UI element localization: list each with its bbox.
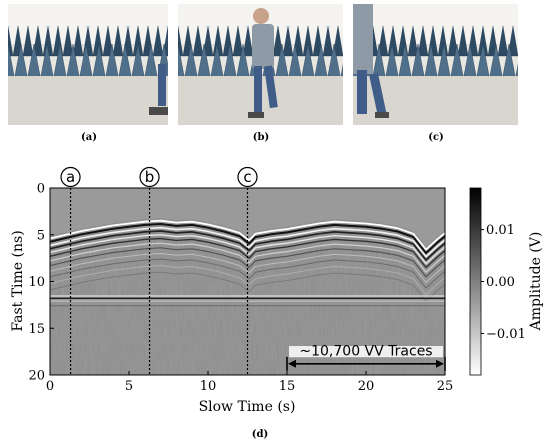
colorbar-tick-label: −0.01: [486, 327, 526, 342]
photo-b: [178, 4, 343, 125]
absorber-cone: [417, 25, 429, 57]
y-axis-title: Fast Time (ns): [10, 230, 26, 331]
x-tick-label: 15: [279, 379, 296, 394]
absorber-cone: [178, 25, 184, 57]
absorber-cone: [112, 25, 124, 57]
absorber-cone: [377, 25, 389, 57]
photo-b-image: [178, 4, 343, 125]
photo-a-label: (a): [81, 132, 97, 143]
absorber-cone: [22, 25, 34, 57]
reflection-band: [50, 247, 445, 278]
x-tick-label: 5: [125, 379, 133, 394]
reflection-band: [50, 253, 445, 283]
reflection-band: [50, 258, 445, 289]
absorber-cone: [447, 25, 459, 57]
colorbar: [469, 187, 482, 376]
colorbar-tick-label: 0.00: [486, 275, 515, 290]
marker-circle-b: [139, 166, 160, 188]
reflection-band: [50, 219, 445, 251]
reflection-band: [50, 242, 445, 273]
reflection-band: [50, 230, 445, 261]
absorber-cone: [232, 25, 244, 57]
panel-d-label: (d): [252, 429, 268, 440]
absorber-cone: [340, 63, 343, 79]
annotation-arrowhead-right: [436, 359, 444, 368]
colorbar-tick-label: 0.01: [486, 223, 515, 238]
time-markers: a b c: [60, 166, 258, 375]
reflection-band: [50, 237, 445, 269]
x-tick-label: 10: [200, 379, 217, 394]
reflection-band: [50, 226, 445, 258]
colorbar-ticks: 0.01 0.00 −0.01: [481, 223, 526, 342]
absorber-cone: [152, 25, 164, 57]
y-tick-label: 15: [28, 322, 45, 337]
x-axis-title: Slow Time (s): [199, 399, 296, 415]
x-tick-label: 0: [46, 379, 54, 394]
photo-a-image: [8, 4, 168, 125]
absorber-cone: [242, 25, 254, 57]
absorber-cone: [8, 25, 14, 57]
absorber-cone: [407, 25, 419, 57]
reflection-band: [50, 223, 445, 254]
x-axis: 0 5 10 15 20 25: [46, 371, 453, 394]
photo-c: [353, 4, 518, 125]
marker-circle-c: [237, 166, 258, 188]
marker-label-b: b: [145, 168, 155, 186]
radargram-figure: a b c ~10,700 VV Traces 0 5 10 15 20 25 0 5 10 15 2…: [10, 166, 544, 440]
absorber-cone: [192, 25, 204, 57]
absorber-cone: [8, 43, 15, 79]
absorber-cone: [282, 25, 294, 57]
absorber-cone: [457, 25, 469, 57]
marker-label-a: a: [66, 168, 75, 186]
y-tick-label: 5: [37, 228, 45, 243]
absorber-cone: [178, 43, 185, 79]
annotation-text: ~10,700 VV Traces: [299, 343, 432, 359]
absorber-cone: [332, 25, 343, 57]
photo-b-label: (b): [252, 132, 270, 143]
annotation-arrowhead-left: [288, 359, 296, 368]
absorber-cone: [497, 25, 509, 57]
y-axis: 0 5 10 15 20: [28, 182, 54, 384]
annotation-background: [289, 346, 443, 358]
x-tick-label: 25: [437, 379, 454, 394]
absorber-cone: [32, 25, 44, 57]
marker-circle-a: [60, 166, 81, 188]
colorbar-title: Amplitude (V): [528, 232, 544, 332]
absorber-cone: [322, 25, 334, 57]
y-tick-label: 0: [37, 182, 45, 197]
marker-label-c: c: [243, 168, 251, 186]
x-tick-label: 20: [358, 379, 375, 394]
photo-a: [8, 4, 168, 125]
absorber-cone: [507, 25, 518, 57]
reflection-band: [50, 271, 445, 302]
photo-c-label: (c): [428, 132, 444, 143]
absorber-cone: [272, 25, 284, 57]
absorber-cone: [102, 25, 114, 57]
y-tick-label: 20: [28, 369, 45, 384]
reflection-band: [50, 234, 445, 265]
y-tick-label: 10: [28, 275, 45, 290]
traces-annotation: ~10,700 VV Traces: [286, 343, 446, 371]
absorber-cone: [202, 25, 214, 57]
absorber-cone: [72, 25, 84, 57]
absorber-cone: [62, 25, 74, 57]
photo-c-image: [353, 4, 518, 125]
absorber-cone: [515, 63, 518, 79]
reflection-band: [50, 265, 445, 296]
